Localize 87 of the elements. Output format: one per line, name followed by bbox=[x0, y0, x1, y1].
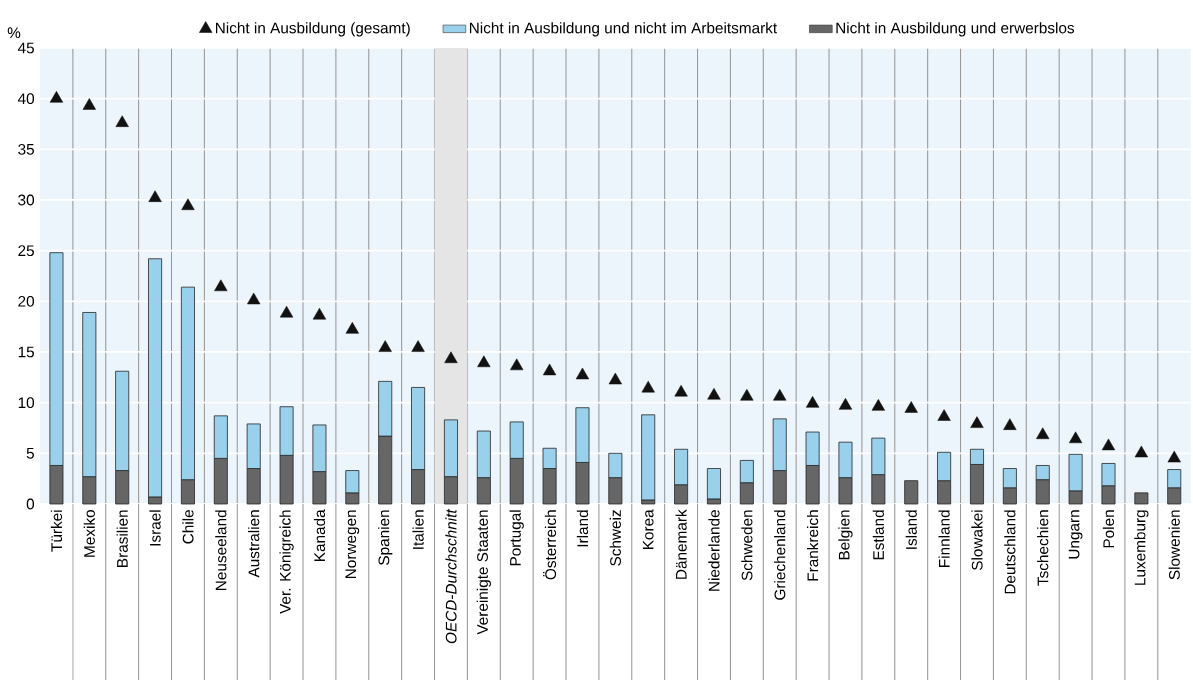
x-tick-label: Schweiz bbox=[609, 510, 621, 566]
point bbox=[1003, 418, 1017, 430]
legend-label: Nicht in Ausbildung und erwerbslos bbox=[836, 22, 1075, 37]
x-tick-label: Luxemburg bbox=[1134, 510, 1149, 585]
point bbox=[904, 401, 918, 413]
point bbox=[214, 279, 228, 292]
point bbox=[510, 358, 524, 371]
x-tick-label: Brasilien bbox=[116, 510, 128, 567]
point bbox=[773, 388, 787, 401]
x-tick-label: Korea bbox=[642, 509, 654, 550]
point bbox=[1167, 450, 1181, 463]
y-tick-label: 40 bbox=[17, 93, 35, 105]
x-tick-label: Mexiko bbox=[83, 510, 95, 557]
point bbox=[378, 340, 392, 352]
point bbox=[444, 351, 458, 364]
x-tick-label: Irland bbox=[576, 510, 589, 547]
point bbox=[674, 384, 688, 397]
y-tick-label: 25 bbox=[18, 245, 34, 257]
x-tick-label: Türkei bbox=[50, 510, 63, 552]
point bbox=[641, 380, 655, 393]
point bbox=[1068, 431, 1083, 444]
x-tick-label: Niederlande bbox=[708, 510, 720, 591]
point bbox=[542, 363, 557, 376]
x-tick-label: Deutschland bbox=[1004, 510, 1016, 594]
x-tick-label: Ver. Königreich bbox=[279, 510, 294, 614]
point bbox=[1036, 427, 1050, 440]
y-tick-label: 45 bbox=[17, 42, 34, 54]
point bbox=[740, 388, 754, 401]
x-tick-label: Frankreich bbox=[806, 510, 819, 581]
x-tick-label: Vereinigte Staaten bbox=[476, 510, 491, 635]
point bbox=[608, 372, 622, 385]
point bbox=[970, 416, 984, 428]
x-tick-label: Polen bbox=[1102, 510, 1115, 548]
legend-label: Nicht in Ausbildung und nicht im Arbeitsmarkt bbox=[469, 22, 778, 37]
bar bbox=[1134, 492, 1149, 505]
point bbox=[312, 307, 327, 320]
bar bbox=[641, 414, 656, 501]
x-tick-label: Italien bbox=[412, 510, 424, 549]
x-tick-label: Finnland bbox=[938, 510, 950, 567]
bar bbox=[904, 480, 919, 505]
y-tick-label: 15 bbox=[18, 346, 34, 358]
point bbox=[279, 305, 294, 318]
x-tick-label: Ungarn bbox=[1068, 510, 1083, 559]
x-tick-label: Dänemark bbox=[675, 509, 687, 579]
point bbox=[148, 190, 162, 202]
point bbox=[181, 198, 195, 210]
point bbox=[115, 115, 129, 127]
point bbox=[82, 98, 96, 110]
x-tick-label: Schweden bbox=[741, 510, 753, 581]
point bbox=[411, 340, 425, 352]
y-axis-title: % bbox=[7, 27, 21, 39]
x-tick-label: Spanien bbox=[378, 510, 393, 565]
point bbox=[871, 399, 885, 411]
x-tick-label: Kanada bbox=[313, 509, 326, 561]
point bbox=[345, 322, 359, 334]
point bbox=[477, 355, 491, 368]
x-tick-label: Portugal bbox=[509, 510, 524, 566]
y-tick-label: 20 bbox=[18, 295, 35, 307]
x-tick-label: Neuseeland bbox=[215, 510, 227, 590]
y-tick-label: 30 bbox=[18, 194, 35, 206]
x-tick-label: Griechenland bbox=[774, 510, 786, 600]
point bbox=[707, 387, 721, 400]
y-tick-label: 35 bbox=[18, 143, 34, 155]
x-tick-label: Island bbox=[905, 510, 917, 549]
point bbox=[1134, 445, 1148, 458]
legend-label: Nicht in Ausbildung (gesamt) bbox=[215, 22, 410, 37]
y-tick-label: 0 bbox=[26, 498, 35, 510]
x-tick-label: Chile bbox=[182, 510, 194, 544]
x-tick-label: OECD-Durchschnitt bbox=[445, 508, 457, 644]
x-tick-label: Estland bbox=[872, 510, 884, 560]
point bbox=[838, 398, 853, 410]
point bbox=[805, 396, 820, 408]
point bbox=[937, 409, 951, 421]
x-tick-label: Israel bbox=[149, 510, 161, 546]
x-tick-label: Belgien bbox=[838, 510, 853, 560]
x-tick-label: Slowenien bbox=[1168, 510, 1180, 580]
x-tick-label: Australien bbox=[248, 510, 260, 578]
point bbox=[49, 91, 64, 103]
x-tick-label: Tschechien bbox=[1037, 510, 1049, 586]
x-tick-label: Österreich bbox=[543, 510, 557, 580]
x-tick-label: Norwegen bbox=[345, 510, 360, 578]
x-tick-label: Slowakei bbox=[971, 510, 983, 571]
point bbox=[247, 292, 261, 305]
y-tick-label: 10 bbox=[18, 397, 35, 409]
point bbox=[1101, 438, 1116, 451]
y-tick-label: 5 bbox=[26, 447, 34, 459]
point bbox=[575, 367, 590, 380]
